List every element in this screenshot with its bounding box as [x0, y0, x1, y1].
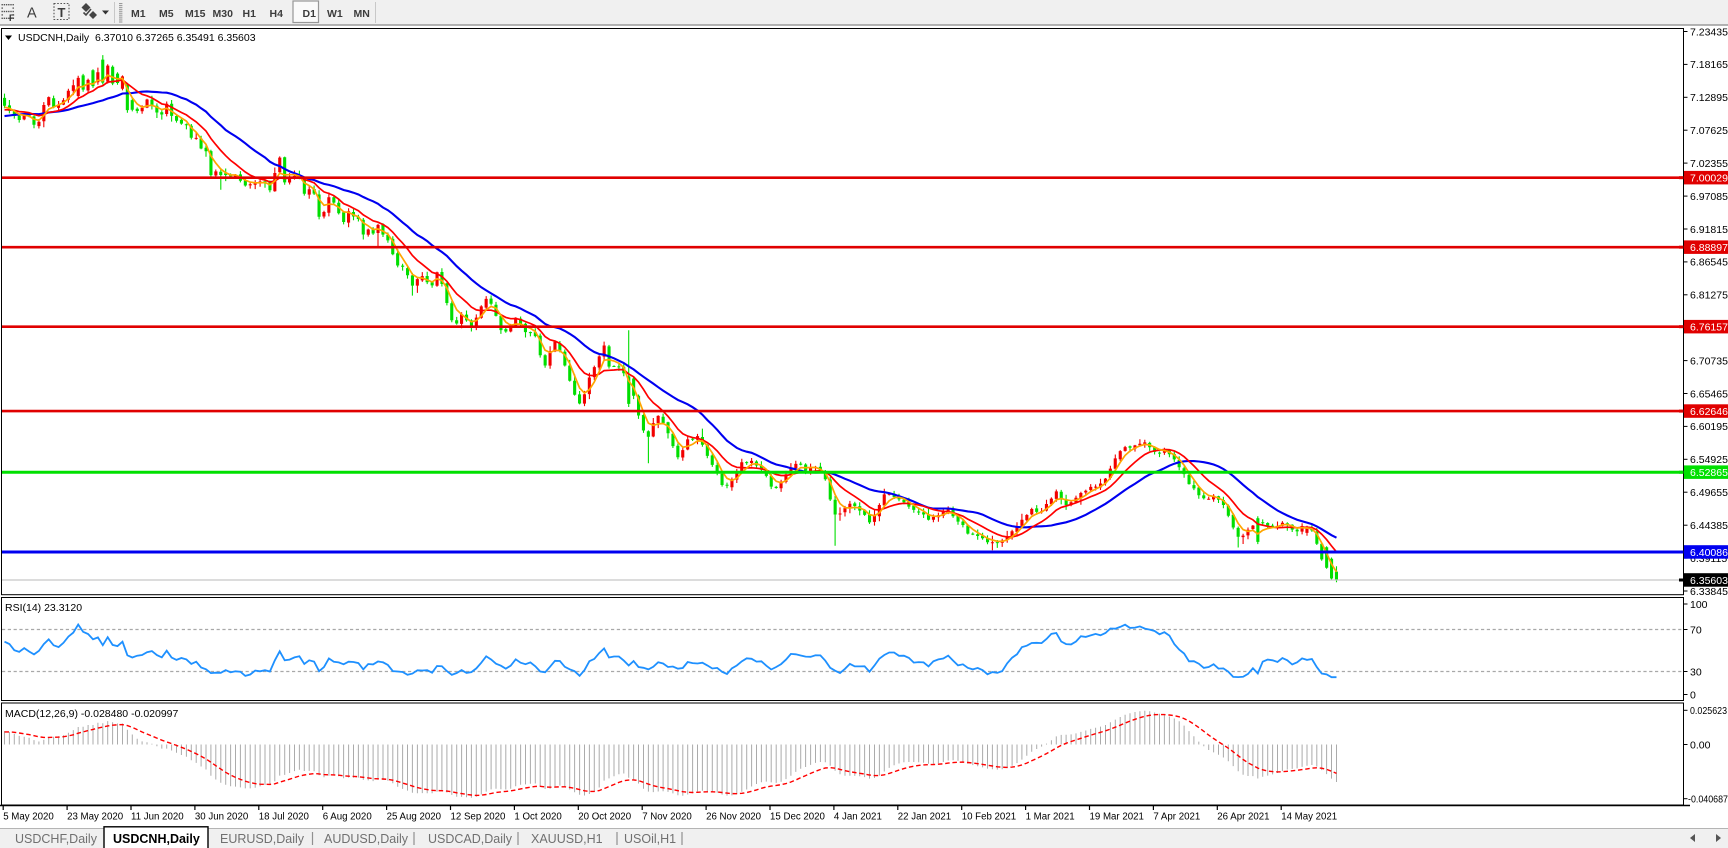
svg-text:6.86545: 6.86545	[1690, 257, 1728, 269]
svg-text:11 Jun 2020: 11 Jun 2020	[131, 812, 184, 823]
svg-text:T: T	[58, 5, 66, 20]
svg-text:1 Mar 2021: 1 Mar 2021	[1026, 812, 1075, 823]
svg-text:22 Jan 2021: 22 Jan 2021	[898, 812, 951, 823]
svg-text:MACD(12,26,9) -0.028480 -0.020: MACD(12,26,9) -0.028480 -0.020997	[5, 708, 179, 720]
svg-text:0.00: 0.00	[1690, 739, 1711, 751]
svg-text:6.91815: 6.91815	[1690, 224, 1728, 236]
svg-text:6.70735: 6.70735	[1690, 355, 1728, 367]
svg-text:EURUSD,Daily: EURUSD,Daily	[220, 832, 305, 846]
svg-text:M1: M1	[131, 8, 146, 20]
svg-text:M5: M5	[159, 8, 174, 20]
svg-text:USDCHF,Daily: USDCHF,Daily	[15, 832, 98, 846]
svg-text:7.02355: 7.02355	[1690, 158, 1728, 170]
svg-text:30 Jun 2020: 30 Jun 2020	[195, 812, 249, 823]
svg-text:1 Oct 2020: 1 Oct 2020	[514, 812, 562, 823]
svg-text:D1: D1	[303, 8, 317, 20]
svg-text:6 Aug 2020: 6 Aug 2020	[323, 812, 373, 823]
svg-text:6.49655: 6.49655	[1690, 487, 1728, 499]
svg-text:6.97085: 6.97085	[1690, 191, 1728, 203]
svg-text:AUDUSD,Daily: AUDUSD,Daily	[324, 832, 409, 846]
svg-text:XAUUSD,H1: XAUUSD,H1	[531, 832, 603, 846]
svg-text:M30: M30	[213, 8, 234, 20]
svg-text:23 May 2020: 23 May 2020	[67, 812, 124, 823]
svg-text:6.65465: 6.65465	[1690, 388, 1728, 400]
svg-text:RSI(14) 23.3120: RSI(14) 23.3120	[5, 602, 82, 614]
svg-text:6.76157: 6.76157	[1690, 322, 1728, 334]
svg-text:6.33845: 6.33845	[1690, 586, 1728, 598]
svg-text:USDCNH,Daily 6.37010 6.37265: USDCNH,Daily 6.37010 6.37265 6.35491 6.3…	[18, 32, 256, 44]
svg-text:F: F	[9, 13, 15, 23]
svg-text:6.81275: 6.81275	[1690, 290, 1728, 302]
svg-text:6.35603: 6.35603	[1690, 575, 1728, 587]
svg-text:7.12895: 7.12895	[1690, 92, 1728, 104]
svg-text:6.52865: 6.52865	[1690, 467, 1728, 479]
svg-text:10 Feb 2021: 10 Feb 2021	[962, 812, 1016, 823]
svg-text:6.54925: 6.54925	[1690, 454, 1728, 466]
svg-text:7.18165: 7.18165	[1690, 59, 1728, 71]
svg-text:7 Nov 2020: 7 Nov 2020	[642, 812, 692, 823]
svg-text:5 May 2020: 5 May 2020	[3, 812, 54, 823]
svg-text:26 Nov 2020: 26 Nov 2020	[706, 812, 762, 823]
svg-text:6.62646: 6.62646	[1690, 406, 1728, 418]
svg-text:H4: H4	[270, 8, 284, 20]
svg-text:0.025623: 0.025623	[1690, 705, 1727, 717]
svg-text:A: A	[27, 6, 37, 22]
svg-text:14 May 2021: 14 May 2021	[1281, 812, 1337, 823]
svg-text:H1: H1	[243, 8, 257, 20]
svg-text:6.44385: 6.44385	[1690, 520, 1728, 532]
svg-text:0: 0	[1690, 689, 1696, 701]
svg-text:12 Sep 2020: 12 Sep 2020	[451, 812, 507, 823]
svg-text:15 Dec 2020: 15 Dec 2020	[770, 812, 826, 823]
svg-text:USDCNH,Daily: USDCNH,Daily	[113, 832, 200, 846]
svg-text:6.40086: 6.40086	[1690, 547, 1728, 559]
svg-text:MN: MN	[354, 8, 370, 20]
svg-text:W1: W1	[327, 8, 343, 20]
svg-text:6.60195: 6.60195	[1690, 421, 1728, 433]
svg-text:20 Oct 2020: 20 Oct 2020	[578, 812, 631, 823]
svg-text:30: 30	[1690, 666, 1702, 678]
svg-text:-0.040687: -0.040687	[1688, 794, 1728, 806]
svg-text:100: 100	[1690, 599, 1708, 611]
svg-text:26 Apr 2021: 26 Apr 2021	[1217, 812, 1269, 823]
svg-text:7 Apr 2021: 7 Apr 2021	[1153, 812, 1200, 823]
svg-text:7.23435: 7.23435	[1690, 26, 1728, 38]
svg-text:7.00029: 7.00029	[1690, 173, 1728, 185]
svg-text:USOil,H1: USOil,H1	[624, 832, 676, 846]
svg-text:4 Jan 2021: 4 Jan 2021	[834, 812, 882, 823]
svg-text:7.07625: 7.07625	[1690, 125, 1728, 137]
svg-text:70: 70	[1690, 624, 1702, 636]
svg-text:M15: M15	[185, 8, 206, 20]
svg-text:18 Jul 2020: 18 Jul 2020	[259, 812, 310, 823]
svg-text:USDCAD,Daily: USDCAD,Daily	[428, 832, 513, 846]
svg-text:19 Mar 2021: 19 Mar 2021	[1090, 812, 1144, 823]
svg-text:25 Aug 2020: 25 Aug 2020	[387, 812, 442, 823]
svg-text:6.88897: 6.88897	[1690, 242, 1728, 254]
